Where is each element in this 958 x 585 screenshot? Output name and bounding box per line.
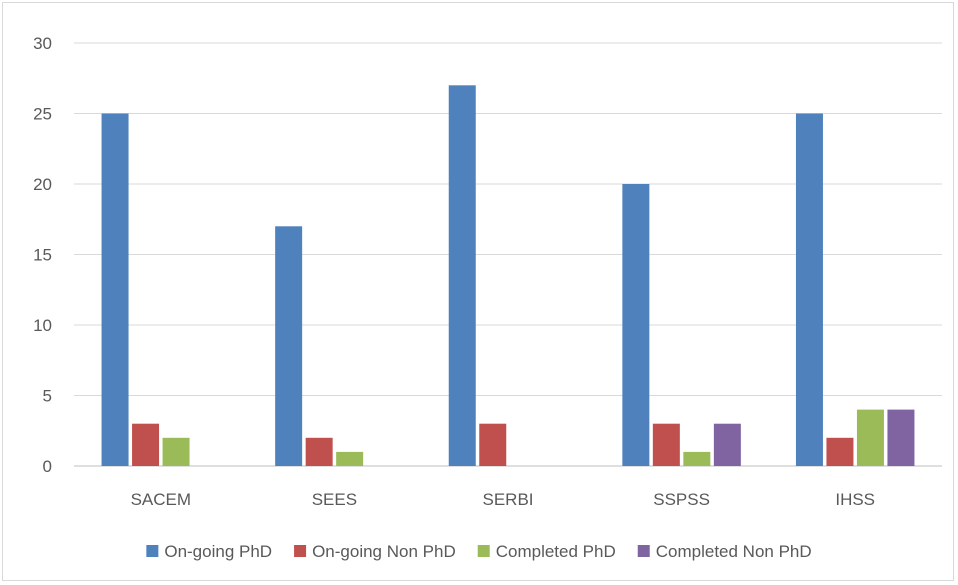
bar xyxy=(448,85,476,467)
x-tick-label: IHSS xyxy=(835,490,875,509)
legend: On-going PhD On-going Non PhD Completed Ph… xyxy=(146,542,812,561)
legend-swatch xyxy=(637,545,650,557)
legend-swatch xyxy=(294,545,307,557)
bar xyxy=(479,423,507,466)
x-tick-label: SEES xyxy=(312,490,357,509)
legend-item: Completed Non PhD xyxy=(637,542,812,561)
y-tick-label: 25 xyxy=(33,105,52,124)
bar xyxy=(162,437,190,466)
bar xyxy=(101,113,129,466)
legend-label: Completed Non PhD xyxy=(656,542,812,561)
bar xyxy=(856,409,884,466)
y-tick-label: 30 xyxy=(33,34,52,53)
legend-item: On-going Non PhD xyxy=(294,542,456,561)
bar xyxy=(336,451,364,466)
y-tick-label: 15 xyxy=(33,246,52,265)
bar xyxy=(622,184,650,466)
x-tick-label: SACEM xyxy=(131,490,191,509)
legend-label: On-going Non PhD xyxy=(312,542,456,561)
y-tick-label: 10 xyxy=(33,316,52,335)
bar xyxy=(683,451,711,466)
bar xyxy=(826,437,854,466)
bars xyxy=(101,85,915,467)
legend-item: On-going PhD xyxy=(146,542,272,561)
bar xyxy=(305,437,333,466)
legend-label: On-going PhD xyxy=(164,542,272,561)
bar xyxy=(275,226,303,466)
y-tick-labels: 0 5 10 15 20 25 30 xyxy=(33,34,52,476)
bar xyxy=(887,409,915,466)
x-tick-label: SSPSS xyxy=(653,490,710,509)
y-tick-label: 0 xyxy=(43,457,52,476)
y-tick-label: 20 xyxy=(33,175,52,194)
legend-swatch xyxy=(146,545,159,557)
legend-swatch xyxy=(477,545,490,557)
bar xyxy=(652,423,680,466)
x-tick-labels: SACEM SEES SERBI SSPSS IHSS xyxy=(131,490,875,509)
legend-item: Completed PhD xyxy=(477,542,616,561)
x-tick-label: SERBI xyxy=(482,490,533,509)
bar xyxy=(795,113,823,466)
legend-label: Completed PhD xyxy=(496,542,616,561)
bar xyxy=(132,423,160,466)
y-tick-label: 5 xyxy=(43,387,52,406)
bar xyxy=(713,423,741,466)
